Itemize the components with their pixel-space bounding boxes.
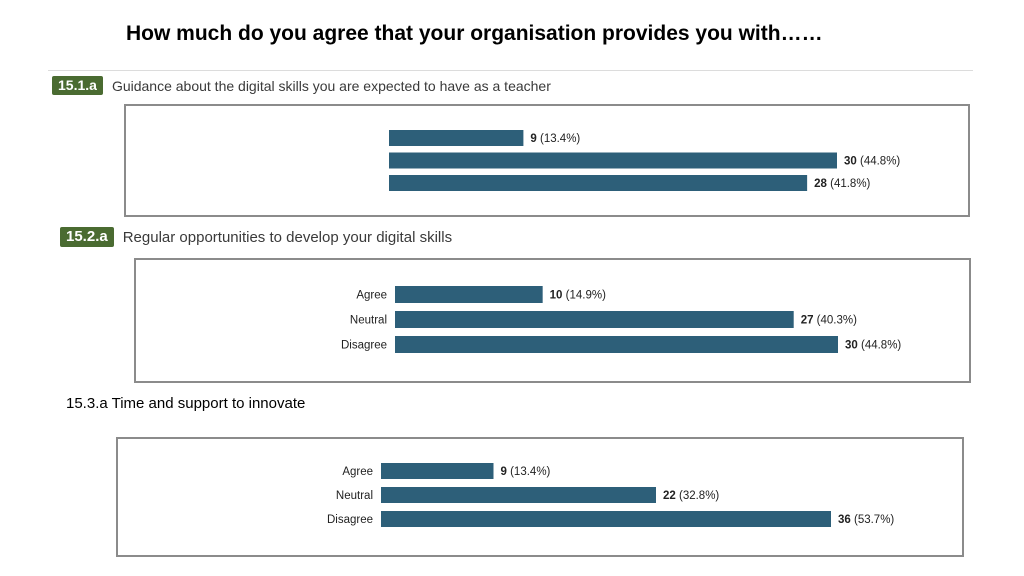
section-title-15-3-a: 15.3.a Time and support to innovate: [66, 395, 306, 412]
value-label-agree: 9 (13.4%): [530, 133, 580, 145]
section-header-15-2-a: 15.2.a Regular opportunities to develop …: [60, 227, 452, 247]
value-label-disagree: 28 (41.8%): [814, 178, 870, 190]
category-label-neutral: Neutral: [336, 490, 373, 502]
bar-neutral: [395, 311, 794, 328]
value-label-neutral: 27 (40.3%): [801, 315, 857, 327]
section-title: Regular opportunities to develop your di…: [122, 228, 453, 246]
bar-disagree: [389, 175, 808, 191]
category-label-agree: Agree: [356, 290, 387, 302]
category-label-neutral: Neutral: [350, 315, 387, 327]
bar-agree: [395, 286, 543, 303]
bar-disagree: [381, 511, 831, 527]
bar-agree: [381, 463, 494, 479]
value-label-neutral: 22 (32.8%): [663, 490, 719, 502]
value-label-agree: 10 (14.9%): [550, 290, 606, 302]
section-badge: 15.1.a: [52, 76, 103, 95]
bar-neutral: [381, 487, 656, 503]
category-label-disagree: Disagree: [327, 514, 373, 526]
section-header-15-1-a: 15.1.a Guidance about the digital skills…: [52, 76, 551, 95]
chart-panel-2: Agree 10 (14.9%) Neutral 27 (40.3%) Disagree…: [134, 258, 971, 383]
value-label-agree: 9 (13.4%): [501, 466, 551, 478]
bar-neutral: [389, 152, 837, 169]
category-label-disagree: Disagree: [341, 340, 387, 352]
section-title: Guidance about the digital skills you ar…: [111, 77, 551, 94]
section-badge: 15.2.a: [60, 227, 114, 247]
value-label-disagree: 30 (44.8%): [845, 340, 901, 352]
chart-panel-3: Agree 9 (13.4%) Neutral 22 (32.8%) Disagree 3…: [116, 437, 964, 557]
bar-chart-3: Agree 9 (13.4%) Neutral 22 (32.8%) Disagree 3…: [327, 463, 894, 527]
value-label-disagree: 36 (53.7%): [838, 514, 894, 526]
value-label-neutral: 30 (44.8%): [844, 156, 900, 168]
bar-agree: [389, 130, 524, 146]
header-divider: [48, 70, 973, 71]
bar-chart-2: Agree 10 (14.9%) Neutral 27 (40.3%) Disagree…: [341, 286, 901, 353]
bar-disagree: [395, 336, 838, 353]
category-label-agree: Agree: [342, 466, 373, 478]
page-title: How much do you agree that your organisa…: [126, 22, 823, 45]
